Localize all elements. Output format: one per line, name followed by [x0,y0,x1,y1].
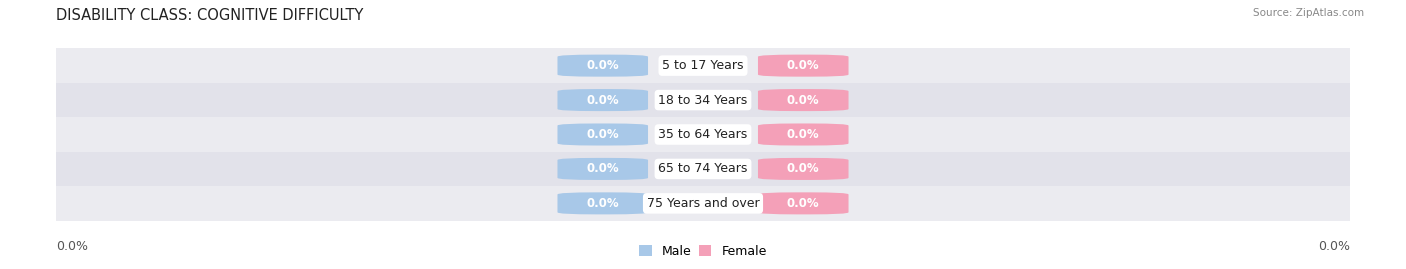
Text: 0.0%: 0.0% [586,59,619,72]
Text: 0.0%: 0.0% [586,128,619,141]
FancyBboxPatch shape [758,89,849,111]
FancyBboxPatch shape [558,89,648,111]
FancyBboxPatch shape [56,117,1350,152]
Text: 35 to 64 Years: 35 to 64 Years [658,128,748,141]
Text: 0.0%: 0.0% [56,240,89,253]
Text: Source: ZipAtlas.com: Source: ZipAtlas.com [1253,8,1364,18]
FancyBboxPatch shape [758,55,849,77]
Text: DISABILITY CLASS: COGNITIVE DIFFICULTY: DISABILITY CLASS: COGNITIVE DIFFICULTY [56,8,364,23]
Legend: Male, Female: Male, Female [634,239,772,263]
FancyBboxPatch shape [56,152,1350,186]
FancyBboxPatch shape [558,123,648,146]
Text: 5 to 17 Years: 5 to 17 Years [662,59,744,72]
Text: 0.0%: 0.0% [586,197,619,210]
Text: 0.0%: 0.0% [1317,240,1350,253]
FancyBboxPatch shape [758,123,849,146]
Text: 0.0%: 0.0% [787,59,820,72]
FancyBboxPatch shape [558,192,648,214]
Text: 65 to 74 Years: 65 to 74 Years [658,162,748,175]
FancyBboxPatch shape [56,186,1350,221]
Text: 0.0%: 0.0% [787,94,820,107]
FancyBboxPatch shape [56,48,1350,83]
Text: 18 to 34 Years: 18 to 34 Years [658,94,748,107]
Text: 0.0%: 0.0% [586,94,619,107]
Text: 0.0%: 0.0% [586,162,619,175]
FancyBboxPatch shape [758,158,849,180]
Text: 0.0%: 0.0% [787,128,820,141]
Text: 0.0%: 0.0% [787,162,820,175]
FancyBboxPatch shape [56,83,1350,117]
Text: 0.0%: 0.0% [787,197,820,210]
FancyBboxPatch shape [558,158,648,180]
FancyBboxPatch shape [758,192,849,214]
FancyBboxPatch shape [558,55,648,77]
Text: 75 Years and over: 75 Years and over [647,197,759,210]
